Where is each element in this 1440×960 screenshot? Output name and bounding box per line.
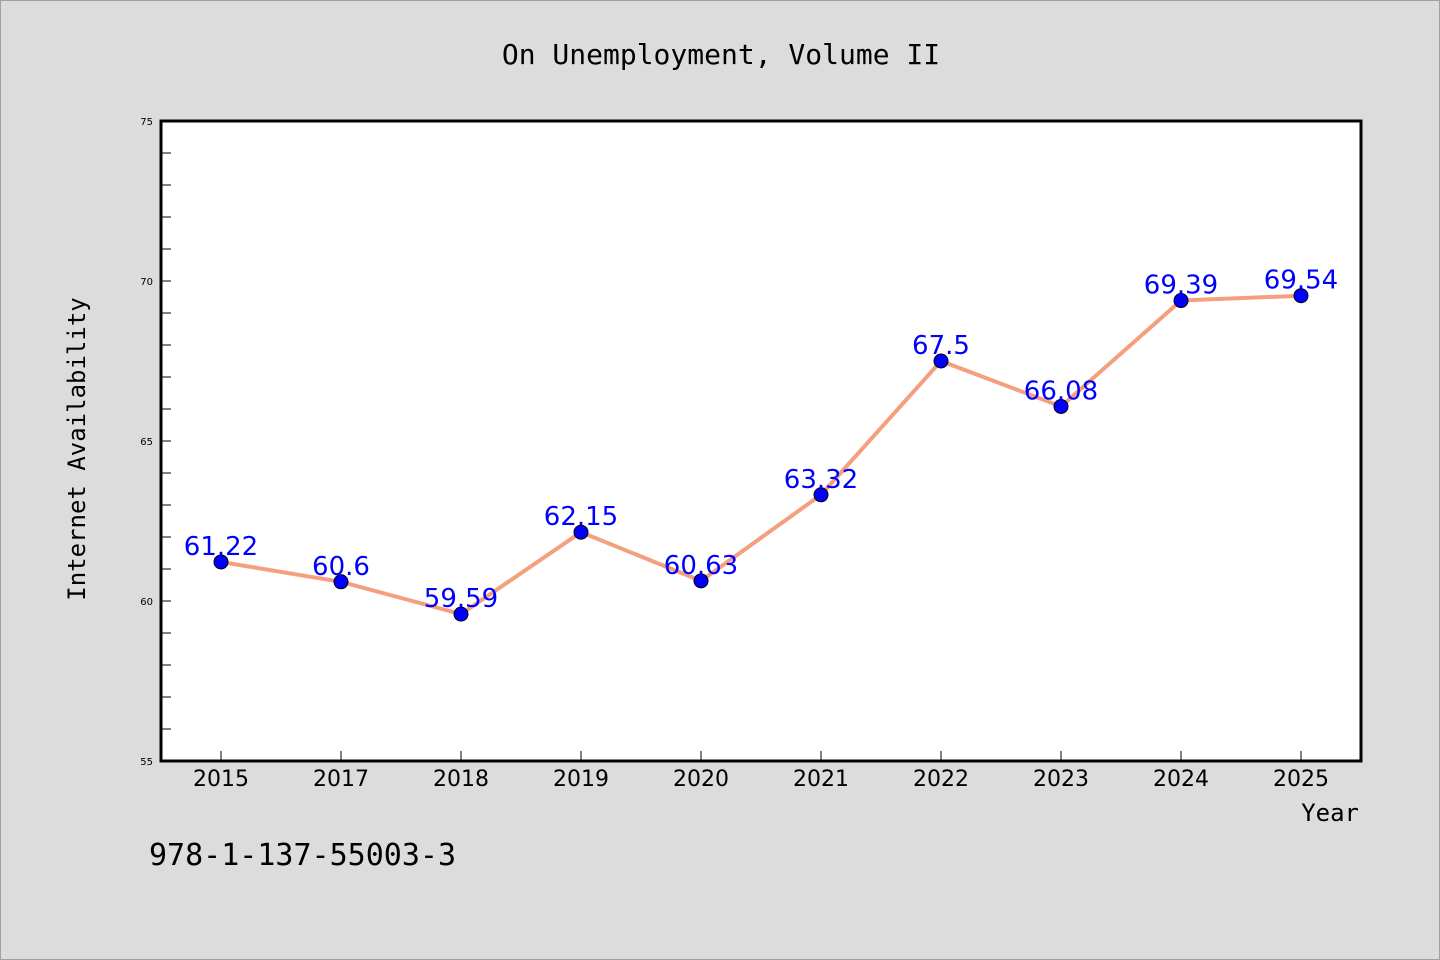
- data-point-label: 60.6: [312, 552, 370, 582]
- x-tick-label: 2023: [1033, 767, 1089, 792]
- x-tick-label: 2024: [1153, 767, 1209, 792]
- isbn-text: 978-1-137-55003-3: [149, 838, 456, 873]
- x-tick-label: 2015: [193, 767, 249, 792]
- y-axis-tick-labels: 55 60 65 70 75: [140, 117, 153, 768]
- data-point-marker: [573, 524, 589, 540]
- x-axis-label: Year: [1301, 799, 1359, 827]
- data-point-label: 69.39: [1144, 271, 1218, 301]
- data-point-marker: [333, 574, 349, 590]
- data-point-marker: [813, 487, 829, 503]
- data-point-label: 69.54: [1264, 266, 1338, 296]
- data-point-marker: [1053, 398, 1069, 414]
- data-point-label: 59.59: [424, 584, 498, 614]
- data-point-marker: [693, 573, 709, 589]
- data-point-marker: [453, 606, 469, 622]
- x-tick-label: 2021: [793, 767, 849, 792]
- y-axis-label: Internet Availability: [63, 297, 91, 600]
- plot-area: [161, 121, 1361, 761]
- data-point-marker: [1173, 293, 1189, 309]
- plot-frame: [159, 119, 1363, 763]
- x-axis-tick-labels: 2015 2017 2018 2019 2020 2021 2022 2023 2024 2025: [193, 767, 1329, 792]
- data-point-label: 61.22: [184, 532, 258, 562]
- series-markers: [213, 288, 1309, 622]
- data-point-marker: [933, 353, 949, 369]
- series-data-labels: 61.22 60.6 59.59 62.15 60.63 63.32 67.5 66.08 69…: [184, 266, 1338, 614]
- x-tick-label: 2017: [313, 767, 369, 792]
- y-tick-label: 75: [140, 117, 153, 128]
- y-axis-ticks: [161, 120, 171, 762]
- y-tick-label: 55: [140, 757, 153, 768]
- chart-title: On Unemployment, Volume II: [502, 38, 940, 71]
- series-line: [219, 293, 1303, 617]
- x-tick-label: 2022: [913, 767, 969, 792]
- data-point-label: 63.32: [784, 465, 858, 495]
- y-tick-label: 60: [140, 597, 153, 608]
- x-tick-label: 2020: [673, 767, 729, 792]
- x-axis-ticks: [220, 751, 1302, 761]
- data-point-label: 67.5: [912, 331, 970, 361]
- x-tick-label: 2018: [433, 767, 489, 792]
- x-tick-label: 2019: [553, 767, 609, 792]
- y-tick-label: 65: [140, 437, 153, 448]
- data-point-marker: [213, 554, 229, 570]
- data-point-label: 60.63: [664, 551, 738, 581]
- x-tick-label: 2025: [1273, 767, 1329, 792]
- y-tick-label: 70: [140, 277, 153, 288]
- data-point-marker: [1293, 288, 1309, 304]
- data-point-label: 66.08: [1024, 376, 1098, 406]
- data-point-label: 62.15: [544, 502, 618, 532]
